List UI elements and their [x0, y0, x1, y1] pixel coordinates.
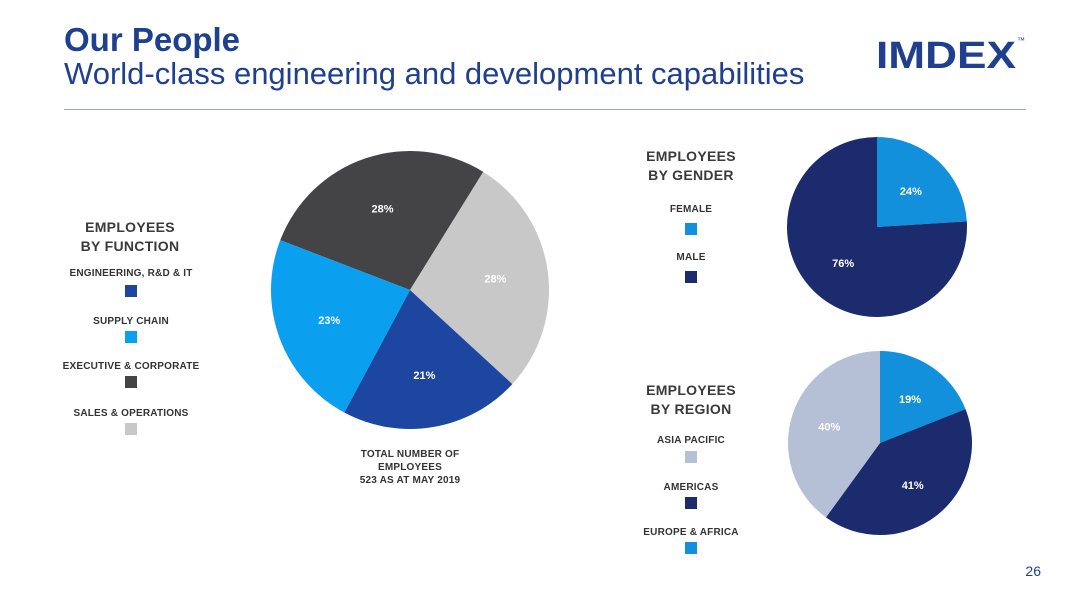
gender-pie-chart: 24% 76% — [787, 137, 967, 317]
function-chart-title: EMPLOYEES BY FUNCTION — [70, 218, 190, 256]
page-number: 26 — [1025, 563, 1041, 579]
region-chart-title: EMPLOYEES BY REGION — [631, 381, 751, 419]
legend-swatch-male — [685, 271, 697, 283]
legend-swatch-asia-pacific — [685, 451, 697, 463]
gender-title-line-2: BY GENDER — [648, 167, 734, 183]
gender-slice-label-female: 24% — [900, 186, 922, 198]
imdex-logo: IMDEX ™ — [876, 35, 1025, 74]
function-slice-label-executive-corporate: 28% — [371, 203, 393, 215]
region-slice-label-americas: 41% — [902, 480, 924, 492]
note-line-1: TOTAL NUMBER OF — [360, 449, 460, 460]
legend-swatch-female — [685, 223, 697, 235]
function-title-line-2: BY FUNCTION — [80, 238, 180, 254]
legend-swatch-americas — [685, 497, 697, 509]
legend-label-supply-chain: SUPPLY CHAIN — [93, 316, 169, 327]
note-line-2: EMPLOYEES — [377, 462, 443, 473]
legend-swatch-supply-chain — [125, 331, 137, 343]
function-slice-engineering-r-d-it — [344, 290, 513, 430]
function-slice-label-engineering-r-d-it: 21% — [413, 370, 435, 382]
legend-label-americas: AMERICAS — [663, 482, 719, 493]
page-subtitle: World-class engineering and development … — [64, 56, 805, 91]
total-employees-note: TOTAL NUMBER OF EMPLOYEES 523 AS AT MAY … — [360, 448, 461, 487]
region-slice-europe-africa — [880, 351, 966, 443]
region-pie-chart: 19% 41% 40% — [788, 351, 972, 535]
legend-swatch-europe-africa — [685, 542, 697, 554]
function-slice-label-supply-chain: 23% — [318, 315, 340, 327]
title-divider — [64, 109, 1026, 110]
legend-label-sales: SALES & OPERATIONS — [73, 408, 189, 419]
gender-slice-female — [877, 137, 967, 227]
legend-label-male: MALE — [676, 252, 706, 263]
legend-swatch-executive — [125, 376, 137, 388]
gender-title-line-1: EMPLOYEES — [646, 148, 736, 164]
note-line-3: 523 AS AT MAY 2019 — [359, 475, 461, 486]
region-title-line-1: EMPLOYEES — [646, 382, 736, 398]
legend-label-female: FEMALE — [669, 204, 713, 215]
legend-label-europe-africa: EUROPE & AFRICA — [643, 527, 739, 538]
gender-chart-title: EMPLOYEES BY GENDER — [631, 147, 751, 185]
legend-swatch-sales — [125, 423, 137, 435]
function-title-line-1: EMPLOYEES — [85, 219, 175, 235]
region-slice-asia-pacific — [788, 351, 880, 518]
legend-label-asia-pacific: ASIA PACIFIC — [657, 435, 725, 446]
function-slice-label-sales-operations: 28% — [484, 273, 506, 285]
legend-label-engineering: ENGINEERING, R&D & IT — [69, 268, 193, 279]
page-title: Our People — [64, 21, 241, 58]
gender-slice-label-male: 76% — [832, 258, 854, 270]
logo-trademark: ™ — [1017, 36, 1025, 45]
region-slice-label-asia-pacific: 40% — [818, 422, 840, 434]
region-slice-label-europe-africa: 19% — [899, 394, 921, 406]
logo-text: IMDEX — [876, 35, 1017, 74]
region-slice-americas — [825, 409, 972, 535]
function-slice-executive-corporate — [280, 151, 484, 290]
region-title-line-2: BY REGION — [650, 401, 732, 417]
function-slice-sales-operations — [410, 171, 549, 385]
legend-swatch-engineering — [125, 285, 137, 297]
function-slice-supply-chain — [271, 240, 410, 413]
legend-label-executive: EXECUTIVE & CORPORATE — [62, 361, 200, 372]
function-pie-chart: 28% 28% 21% 23% — [271, 151, 549, 430]
gender-slice-male — [787, 137, 967, 317]
